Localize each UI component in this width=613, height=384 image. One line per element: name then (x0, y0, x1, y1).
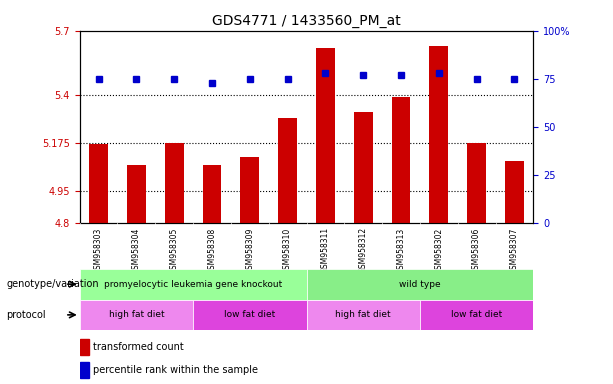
Text: GSM958306: GSM958306 (472, 227, 481, 274)
Text: GSM958307: GSM958307 (510, 227, 519, 274)
FancyBboxPatch shape (306, 269, 533, 300)
Text: GSM958305: GSM958305 (170, 227, 179, 274)
Text: GSM958304: GSM958304 (132, 227, 141, 274)
Bar (165, 143, 184, 223)
Bar (316, 48, 335, 223)
Bar (80, 339, 89, 355)
Text: high fat diet: high fat diet (109, 310, 164, 319)
Text: GSM958302: GSM958302 (434, 227, 443, 273)
Bar (429, 46, 448, 223)
Bar (392, 97, 411, 223)
Text: promyelocytic leukemia gene knockout: promyelocytic leukemia gene knockout (104, 280, 282, 289)
Title: GDS4771 / 1433560_PM_at: GDS4771 / 1433560_PM_at (212, 14, 401, 28)
Bar (202, 165, 221, 223)
Bar (505, 161, 524, 223)
Bar (80, 362, 89, 378)
FancyBboxPatch shape (306, 300, 420, 330)
Text: high fat diet: high fat diet (335, 310, 391, 319)
Text: GSM958303: GSM958303 (94, 227, 103, 274)
Text: genotype/variation: genotype/variation (6, 279, 99, 289)
Text: GSM958313: GSM958313 (397, 227, 406, 273)
Bar (467, 143, 486, 223)
Text: low fat diet: low fat diet (224, 310, 275, 319)
Text: transformed count: transformed count (93, 342, 184, 352)
Text: wild type: wild type (399, 280, 441, 289)
Text: GSM958310: GSM958310 (283, 227, 292, 273)
FancyBboxPatch shape (193, 300, 306, 330)
Bar (240, 157, 259, 223)
Text: GSM958308: GSM958308 (207, 227, 216, 273)
Bar (354, 112, 373, 223)
Text: protocol: protocol (6, 310, 46, 320)
FancyBboxPatch shape (420, 300, 533, 330)
Text: percentile rank within the sample: percentile rank within the sample (93, 365, 258, 375)
FancyBboxPatch shape (80, 300, 193, 330)
FancyBboxPatch shape (80, 269, 306, 300)
Bar (127, 165, 146, 223)
Text: GSM958309: GSM958309 (245, 227, 254, 274)
Text: GSM958312: GSM958312 (359, 227, 368, 273)
Bar (89, 144, 108, 223)
Text: low fat diet: low fat diet (451, 310, 502, 319)
Bar (278, 118, 297, 223)
Text: GSM958311: GSM958311 (321, 227, 330, 273)
